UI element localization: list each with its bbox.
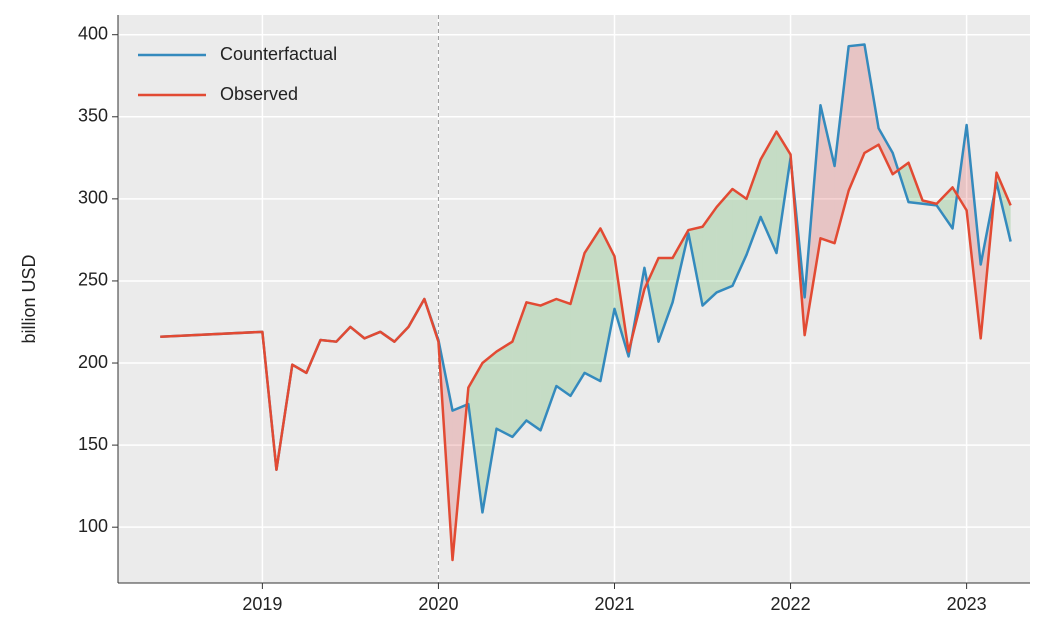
x-tick-label: 2020 <box>418 594 458 614</box>
legend-label: Observed <box>220 84 298 104</box>
fill-between <box>584 228 601 382</box>
y-tick-label: 250 <box>78 270 108 290</box>
fill-between <box>878 128 893 175</box>
fill-between <box>936 187 953 229</box>
fill-between <box>496 341 513 437</box>
x-tick-label: 2022 <box>771 594 811 614</box>
fill-between <box>468 363 483 513</box>
x-tick-label: 2021 <box>594 594 634 614</box>
fill-between <box>540 299 557 431</box>
fill-between <box>658 257 673 342</box>
y-tick-label: 300 <box>78 188 108 208</box>
fill-between <box>760 131 777 254</box>
x-tick-label: 2019 <box>242 594 282 614</box>
series-line <box>160 130 1012 562</box>
fill-between <box>570 253 585 396</box>
plot-area <box>118 15 1030 583</box>
fill-between <box>600 228 615 382</box>
fill-between <box>716 189 733 293</box>
y-tick-label: 350 <box>78 106 108 126</box>
fill-between <box>746 159 761 255</box>
fill-between <box>966 124 981 339</box>
x-tick-label: 2023 <box>947 594 987 614</box>
fill-between <box>482 351 497 513</box>
fill-between <box>848 44 865 191</box>
fill-between <box>556 299 571 396</box>
legend-label: Counterfactual <box>220 44 337 64</box>
y-tick-label: 400 <box>78 23 108 43</box>
fill-between <box>834 46 849 244</box>
y-tick-label: 100 <box>78 516 108 536</box>
fill-between <box>820 105 835 244</box>
y-tick-label: 150 <box>78 434 108 454</box>
y-tick-label: 200 <box>78 352 108 372</box>
y-axis-label: billion USD <box>19 254 39 343</box>
fill-between <box>512 302 527 437</box>
fill-between <box>702 207 717 306</box>
fill-between <box>526 302 541 431</box>
